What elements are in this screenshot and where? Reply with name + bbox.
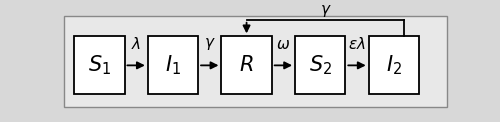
Bar [148, 36, 198, 94]
Text: $\gamma$: $\gamma$ [204, 36, 216, 52]
Text: $I_2$: $I_2$ [386, 54, 402, 77]
Bar [74, 36, 124, 94]
Text: $\omega$: $\omega$ [276, 38, 290, 52]
Text: $\varepsilon\lambda$: $\varepsilon\lambda$ [348, 36, 366, 52]
Text: $\gamma$: $\gamma$ [320, 3, 332, 19]
Text: $\lambda$: $\lambda$ [131, 36, 141, 52]
Bar [368, 36, 419, 94]
Bar [222, 36, 272, 94]
Text: $S_1$: $S_1$ [88, 54, 111, 77]
Bar [295, 36, 346, 94]
Text: $S_2$: $S_2$ [308, 54, 332, 77]
Text: $I_1$: $I_1$ [165, 54, 181, 77]
Text: $R$: $R$ [240, 55, 254, 75]
